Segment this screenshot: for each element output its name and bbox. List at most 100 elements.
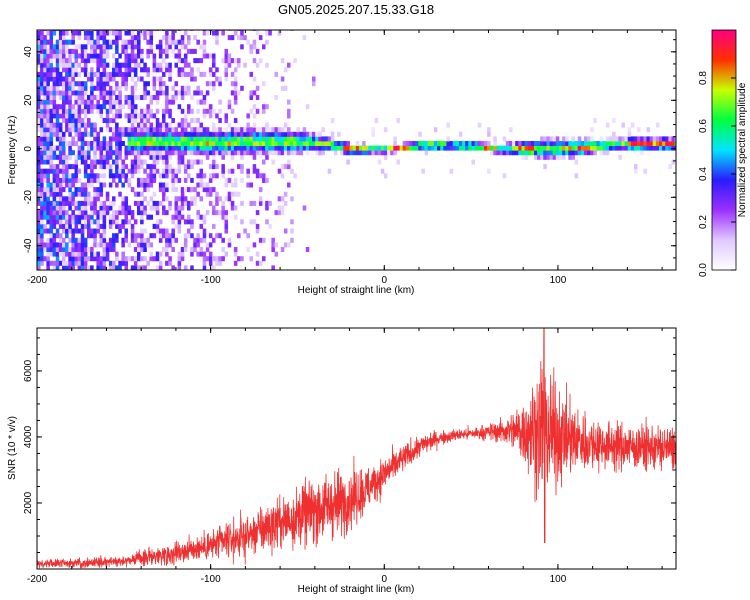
heatmap-cell [55,168,60,174]
heatmap-cell [343,141,347,147]
heatmap-cell [99,95,104,101]
heatmap-cell [255,260,260,266]
heatmap-cell [199,247,204,253]
heatmap-cell [143,141,147,147]
heatmap-cell [208,136,213,142]
heatmap-cell [215,67,219,73]
heatmap-cell [65,118,69,124]
heatmap-cell [224,196,229,202]
heatmap-cell [133,39,138,45]
heatmap-cell [87,233,91,239]
heatmap-cell [49,145,54,151]
heatmap-cell [71,30,75,36]
heatmap-cell [612,136,616,142]
heatmap-cell [90,159,94,165]
heatmap-cell [196,237,200,243]
heatmap-cell [140,265,144,270]
heatmap-cell [58,108,63,114]
heatmap-cell [65,247,69,253]
heatmap-cell [40,247,44,253]
heatmap-cell [571,145,576,151]
heatmap-cell [659,141,663,147]
heatmap-cell [655,122,660,128]
heatmap-cell [74,251,79,257]
heatmap-cell [71,62,75,68]
heatmap-cell [87,131,91,137]
heatmap-cell [40,150,44,156]
heatmap-cell [243,62,247,68]
heatmap-cell [40,219,44,225]
heatmap-cell [121,164,125,170]
heatmap-cell [74,242,79,248]
heatmap-cell [102,164,107,170]
heatmap-cell [137,265,141,270]
heatmap-cell [587,136,591,142]
heatmap-cell [83,223,88,229]
heatmap-cell [258,196,263,202]
heatmap-cell [74,141,79,147]
heatmap-cell [118,168,122,174]
heatmap-cell [233,118,238,124]
heatmap-cell [55,118,60,124]
heatmap-cell [190,76,194,82]
heatmap-cell [65,113,69,119]
heatmap-cell [102,44,107,50]
heatmap-cell [80,141,85,147]
heatmap-cell [227,35,232,41]
heatmap-cell [227,122,232,128]
heatmap-cell [487,145,491,151]
heatmap-cell [37,247,41,253]
heatmap-cell [224,67,229,73]
heatmap-cell [187,131,191,137]
y-tick-label: 40 [23,46,34,58]
heatmap-cell [177,150,182,156]
heatmap-cell [55,210,60,216]
heatmap-cell [62,205,66,211]
heatmap-cell [83,191,88,197]
heatmap-cell [62,44,66,50]
heatmap-cell [108,30,113,36]
heatmap-cell [255,30,260,36]
heatmap-cell [230,90,235,96]
heatmap-cell [46,228,50,234]
heatmap-cell [105,39,110,45]
heatmap-cell [571,154,576,160]
heatmap-cell [227,53,232,59]
heatmap-cell [196,242,200,248]
heatmap-cell [143,136,147,142]
heatmap-cell [146,30,150,36]
heatmap-cell [627,127,632,133]
heatmap-cell [118,136,122,142]
heatmap-cell [108,118,113,124]
heatmap-cell [102,210,107,216]
heatmap-cell [58,104,63,110]
heatmap-cell [58,95,63,101]
heatmap-cell [71,265,75,270]
heatmap-cell [137,113,141,119]
heatmap-cell [140,191,144,197]
heatmap-cell [115,141,119,147]
heatmap-cell [71,210,75,216]
heatmap-cell [146,108,150,114]
heatmap-cell [255,95,260,101]
heatmap-cell [315,145,319,151]
heatmap-cell [255,85,260,91]
heatmap-cell [205,187,210,193]
heatmap-cell [105,127,110,133]
heatmap-cell [130,76,135,82]
heatmap-cell [183,168,188,174]
heatmap-cell [118,90,122,96]
heatmap-cell [187,173,191,179]
colorbar-tick-label: 0.6 [698,119,709,133]
heatmap-cell [668,141,672,147]
heatmap-cell [105,99,110,105]
heatmap-cell [568,145,572,151]
heatmap-cell [71,200,75,206]
heatmap-cell [80,228,85,234]
heatmap-cell [74,122,79,128]
heatmap-cell [155,219,160,225]
heatmap-cell [130,67,135,73]
heatmap-cell [165,159,169,165]
heatmap-cell [515,145,519,151]
colorbar-tick-label: 0.2 [698,215,709,229]
